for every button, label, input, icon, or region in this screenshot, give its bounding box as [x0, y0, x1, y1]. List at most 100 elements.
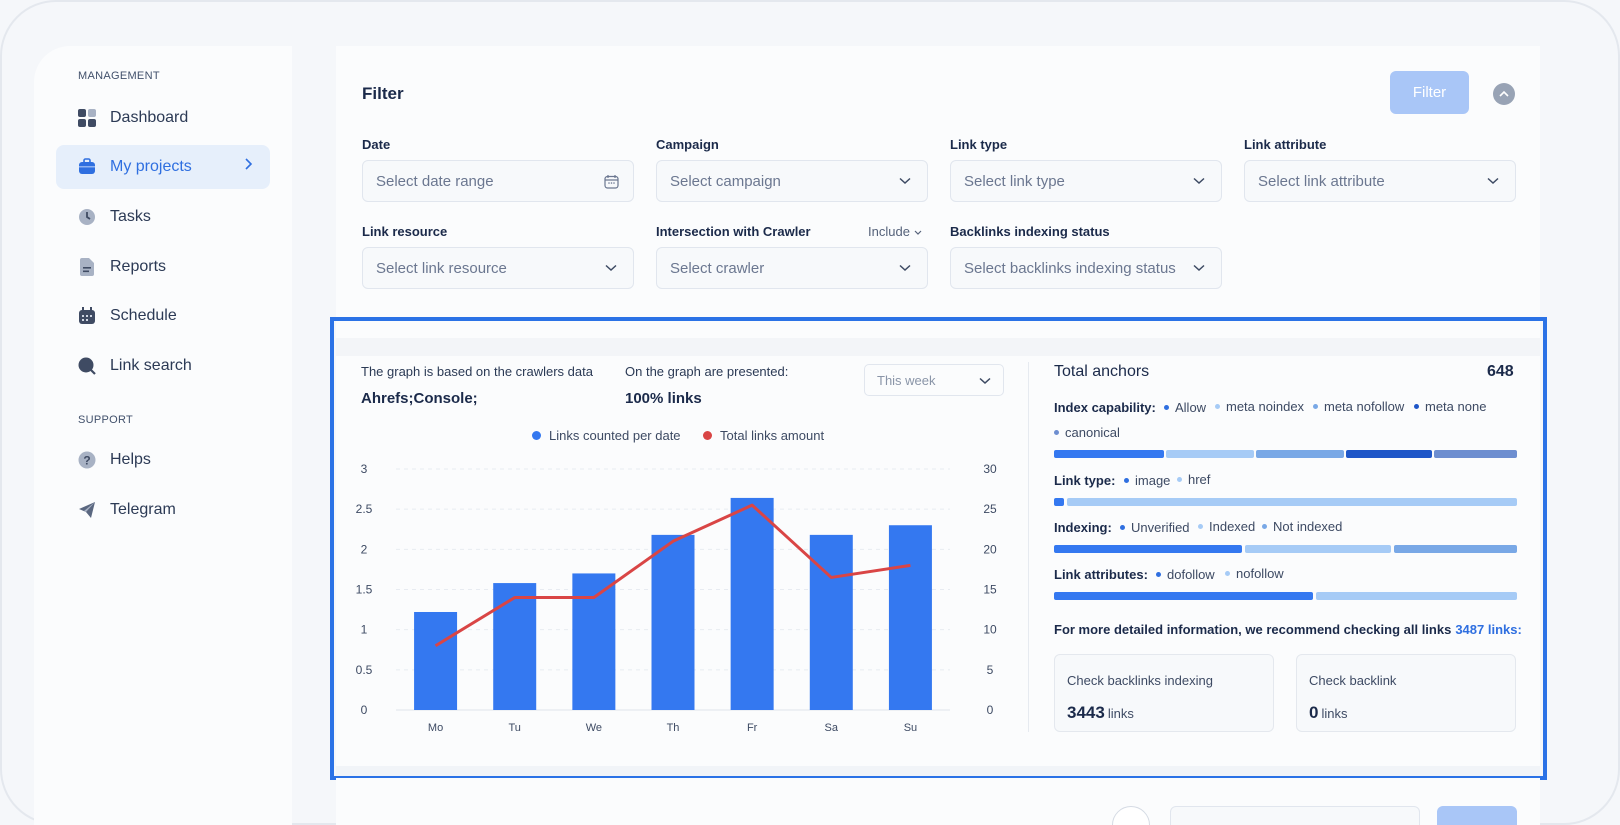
- support-section-label: SUPPORT: [78, 414, 134, 426]
- collapse-button[interactable]: [1493, 83, 1515, 105]
- chevron-down-icon: [1191, 260, 1207, 276]
- search-input[interactable]: [1170, 806, 1420, 825]
- sidebar-item-my-projects[interactable]: My projects: [56, 145, 270, 189]
- link-attribute-label: Link attribute: [1244, 137, 1327, 152]
- x-tick-label: Mo: [428, 722, 443, 734]
- bar-indexed: [1245, 545, 1391, 553]
- svg-text:?: ?: [83, 454, 90, 468]
- link-type-placeholder: Select link type: [964, 172, 1065, 190]
- y-left-tick-label: 2: [361, 542, 368, 556]
- y-right-tick-label: 30: [983, 462, 997, 476]
- more-info-text: For more detailed information, we recomm…: [1054, 622, 1522, 637]
- sidebar-item-helps[interactable]: ? Helps: [56, 438, 270, 482]
- date-label: Date: [362, 137, 391, 152]
- y-right-tick-label: 25: [983, 502, 997, 516]
- briefcase-icon: [78, 158, 96, 176]
- clock-icon: [78, 208, 96, 226]
- bar-meta-none: [1346, 450, 1432, 458]
- tag-indexed: Indexed: [1198, 519, 1255, 534]
- x-tick-label: Su: [904, 722, 917, 734]
- tag-image: image: [1124, 473, 1170, 488]
- telegram-icon: [78, 501, 96, 519]
- all-links-link[interactable]: 3487 links:: [1455, 622, 1522, 637]
- bar-nofollow: [1316, 592, 1517, 600]
- help-icon: ?: [78, 451, 96, 469]
- filter-button[interactable]: Filter: [1390, 71, 1469, 114]
- sidebar-item-link-search[interactable]: Link search: [56, 344, 270, 388]
- legend-label: Links counted per date: [549, 428, 681, 443]
- presented-label: On the graph are presented:: [625, 364, 789, 379]
- sidebar-item-label: Helps: [110, 451, 151, 468]
- total-anchors-count: 648: [1487, 363, 1514, 380]
- bar-dofollow: [1054, 592, 1313, 600]
- tag-href: href: [1177, 472, 1210, 487]
- legend-item-links-per-date: Links counted per date: [532, 428, 681, 443]
- date-range-input[interactable]: Select date range: [362, 160, 634, 202]
- filter-title: Filter: [362, 84, 404, 103]
- indexing-status-label: Backlinks indexing status: [950, 224, 1110, 239]
- crawler-sources: Ahrefs;Console;: [361, 390, 478, 407]
- tag-dofollow: dofollow: [1156, 567, 1215, 582]
- sidebar-item-label: Telegram: [110, 501, 176, 518]
- check-indexing-card[interactable]: Check backlinks indexing 3443 links: [1054, 654, 1274, 732]
- x-tick-label: We: [586, 722, 602, 734]
- bar-meta-noindex: [1166, 450, 1254, 458]
- include-toggle[interactable]: Include: [868, 224, 922, 239]
- series-line: [434, 503, 911, 648]
- crawler-select[interactable]: Select crawler: [656, 247, 928, 289]
- y-right-tick-label: 20: [983, 542, 997, 556]
- chevron-down-icon: [603, 260, 619, 276]
- sidebar-item-dashboard[interactable]: Dashboard: [56, 96, 270, 140]
- action-button[interactable]: [1437, 806, 1517, 825]
- filter-panel: Filter Filter Date Select date range Cam…: [336, 46, 1540, 338]
- indexing-metric-label: Indexing:: [1054, 520, 1112, 535]
- bar-meta-nofollow: [1256, 450, 1344, 458]
- index-capability-label: Index capability:: [1054, 400, 1156, 415]
- y-left-tick-label: 0.5: [356, 663, 373, 677]
- campaign-select[interactable]: Select campaign: [656, 160, 928, 202]
- legend-dot-red: [703, 431, 712, 440]
- link-resource-select[interactable]: Select link resource: [362, 247, 634, 289]
- indexing-status-select[interactable]: Select backlinks indexing status: [950, 247, 1222, 289]
- sidebar-item-tasks[interactable]: Tasks: [56, 195, 270, 239]
- sidebar-item-label: Dashboard: [110, 109, 189, 126]
- bar-allow: [1054, 450, 1164, 458]
- highlight-box: [330, 317, 1547, 780]
- check-backlink-card[interactable]: Check backlink 0 links: [1296, 654, 1516, 732]
- search-icon: [78, 357, 96, 375]
- tag-meta-nofollow: meta nofollow: [1313, 399, 1404, 414]
- include-label: Include: [868, 224, 910, 239]
- sidebar-item-label: Tasks: [110, 208, 151, 225]
- y-right-tick-label: 0: [987, 703, 994, 717]
- y-left-tick-label: 1.5: [356, 583, 373, 597]
- y-right-tick-label: 5: [987, 663, 994, 677]
- sidebar-item-schedule[interactable]: Schedule: [56, 294, 270, 338]
- link-attribute-placeholder: Select link attribute: [1258, 172, 1385, 190]
- bar-image: [1054, 498, 1064, 506]
- bar-href: [1067, 498, 1517, 506]
- sidebar-item-reports[interactable]: Reports: [56, 245, 270, 289]
- tag-allow: Allow: [1164, 400, 1206, 415]
- tag-meta-none: meta none: [1414, 399, 1486, 414]
- card-label: Check backlinks indexing: [1067, 673, 1213, 688]
- link-resource-label: Link resource: [362, 224, 448, 239]
- chevron-right-icon: [244, 157, 254, 174]
- sidebar-item-telegram[interactable]: Telegram: [56, 488, 270, 532]
- bar-unverified: [1054, 545, 1242, 553]
- link-attribute-select[interactable]: Select link attribute: [1244, 160, 1516, 202]
- campaign-placeholder: Select campaign: [670, 172, 781, 190]
- link-type-select[interactable]: Select link type: [950, 160, 1222, 202]
- period-select[interactable]: This week: [864, 364, 1004, 396]
- bar: [888, 525, 932, 710]
- total-anchors-title: Total anchors: [1054, 363, 1150, 380]
- chevron-up-icon: [1499, 90, 1509, 97]
- x-tick-label: Th: [667, 722, 680, 734]
- card-value: 0 links: [1309, 703, 1348, 722]
- card-label: Check backlink: [1309, 673, 1397, 688]
- y-left-tick-label: 3: [361, 462, 368, 476]
- link-type-metric-label: Link type:: [1054, 473, 1116, 488]
- sidebar-item-label: Schedule: [110, 307, 177, 324]
- more-info-label: For more detailed information, we recomm…: [1054, 622, 1452, 637]
- date-range-placeholder: Select date range: [376, 172, 494, 190]
- legend-item-total-links: Total links amount: [703, 428, 824, 443]
